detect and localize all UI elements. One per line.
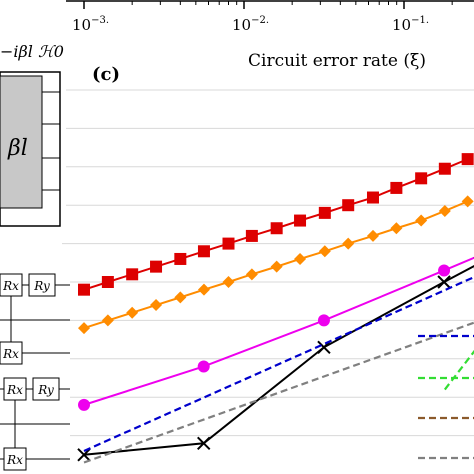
data-point-s0-16 [461, 153, 474, 166]
data-point-s1-2 [126, 306, 139, 319]
data-point-s0-3 [150, 260, 163, 273]
hamiltonian-header: −iβl ℋ0 [0, 42, 64, 61]
data-point-s0-10 [318, 206, 331, 219]
data-point-s1-11 [342, 237, 355, 250]
data-point-s0-8 [270, 222, 283, 235]
data-point-s1-9 [294, 252, 307, 265]
data-point-s1-7 [245, 268, 258, 281]
data-point-s2-1 [197, 360, 210, 373]
data-point-s1-3 [150, 299, 163, 312]
data-point-s1-16 [461, 195, 474, 208]
data-point-s0-0 [78, 283, 90, 296]
top-tick-label-2: 10−2. [232, 15, 269, 34]
data-point-s3-1 [197, 436, 211, 450]
top-axis-ticks [83, 1, 453, 9]
top-tick-label-1: 10−3. [72, 15, 109, 34]
data-point-s1-4 [174, 291, 187, 304]
grid-lines [62, 89, 474, 437]
data-point-s0-7 [245, 229, 258, 242]
legend-lines [418, 334, 474, 460]
gate-rx-2: Rx [0, 341, 23, 365]
data-point-s0-15 [438, 162, 451, 175]
data-point-s0-1 [101, 276, 114, 288]
data-point-s1-5 [197, 283, 210, 296]
data-point-s0-14 [415, 172, 428, 185]
series-line-6 [443, 349, 474, 391]
data-point-s1-6 [222, 276, 235, 288]
data-point-s2-2 [317, 314, 330, 327]
beta-block [0, 75, 43, 209]
series-layer [77, 153, 474, 464]
gate-rx-4: Rx [3, 447, 27, 471]
data-point-s0-11 [342, 199, 355, 212]
data-point-s0-12 [366, 191, 379, 204]
data-point-s3-0 [77, 448, 91, 462]
top-tick-label-3: 10−1. [392, 15, 429, 34]
data-point-s0-6 [222, 237, 235, 250]
data-point-s1-0 [78, 322, 90, 335]
data-point-s1-1 [101, 314, 114, 327]
data-point-s2-3 [438, 264, 451, 277]
svg-text:Rx: Rx [2, 347, 19, 361]
svg-text:Ry: Ry [37, 383, 54, 397]
data-point-s1-10 [318, 245, 331, 258]
data-point-s1-12 [366, 229, 379, 242]
top-axis: 10−3. 10−2. 10−1. Circuit error rate (ξ) [62, 0, 474, 71]
gate-ry-2: Ry [32, 377, 60, 401]
data-point-s3-3 [437, 275, 451, 289]
svg-text:Rx: Rx [2, 279, 19, 293]
svg-text:Rx: Rx [6, 453, 23, 467]
hamiltonian-frame [0, 71, 61, 227]
data-point-s1-8 [270, 260, 283, 273]
plot-area [62, 89, 474, 464]
data-point-s0-5 [197, 245, 210, 258]
series-line-5 [83, 321, 474, 464]
data-point-s2-0 [78, 398, 90, 411]
data-point-s1-13 [390, 222, 403, 235]
data-point-s1-15 [438, 204, 451, 217]
series-line-4 [83, 275, 474, 452]
data-point-s0-13 [390, 181, 403, 194]
data-point-s0-4 [174, 252, 187, 265]
gate-rx-3: Rx [3, 377, 27, 401]
gate-rx-1: Rx [0, 273, 23, 297]
x-axis-label: Circuit error rate (ξ) [248, 51, 426, 71]
circuit-schematic: −iβl ℋ0 βl Rx Ry Rx Rx Ry [0, 0, 70, 474]
svg-text:Ry: Ry [33, 279, 50, 293]
data-point-s0-9 [294, 214, 307, 227]
gate-ry-1: Ry [28, 273, 56, 297]
data-point-s1-14 [415, 214, 428, 227]
svg-text:Rx: Rx [6, 383, 23, 397]
panel-label: (c) [92, 64, 120, 85]
data-point-s0-2 [126, 268, 139, 281]
block-wires [42, 91, 60, 191]
beta-block-label: βl [7, 136, 28, 161]
